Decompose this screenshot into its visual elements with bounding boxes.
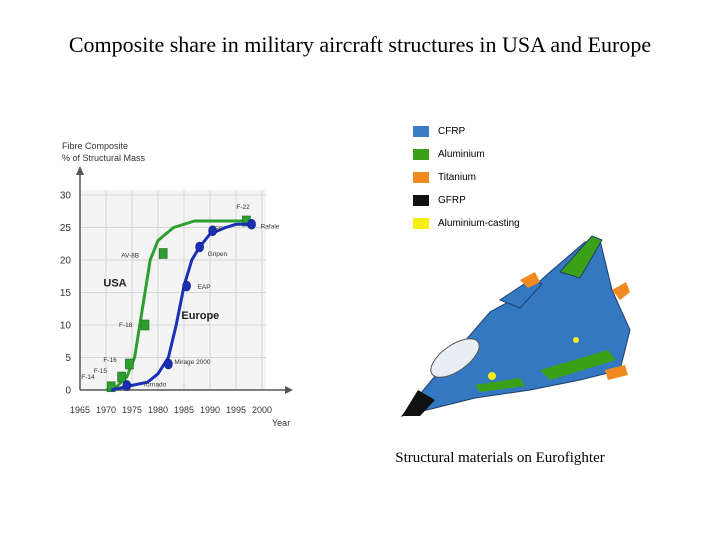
x-tick-label: 1985 [174,405,194,415]
data-point-label: Gripen [208,251,228,258]
data-point-europe [182,280,191,292]
data-point-europe [208,225,217,237]
x-tick-label: 2000 [252,405,272,415]
data-point-usa [106,381,116,393]
data-point-label: F-18 [119,322,133,329]
y-tick-label: 25 [60,223,72,234]
legend-swatch-aluminium-casting [413,218,429,229]
jet-titanium-tip-2 [605,365,628,380]
x-tick-label: 1965 [70,405,90,415]
data-point-europe [122,380,132,391]
y-tick-label: 30 [60,191,72,202]
legend-swatch-aluminium [413,149,429,160]
data-point-label: EAP [198,284,211,291]
jet-fuselage-wing [400,239,631,417]
legend-label-aluminium: Aluminium [438,149,485,160]
x-tick-label: 1970 [96,405,116,415]
data-point-label: F-22 [236,204,250,211]
y-tick-label: 0 [65,386,71,397]
legend-item-cfrp: CFRP [413,120,520,143]
y-tick-label: 5 [65,353,71,364]
y-axis-label-line2: % of Structural Mass [62,153,146,163]
data-point-label: Mirage 2000 [174,359,211,366]
data-point-label: F-15 [94,368,108,375]
data-point-label: AV-8B [121,253,139,260]
legend-item-aluminium: Aluminium [413,143,520,166]
data-point-usa [158,248,168,259]
jet-canard [498,279,543,309]
legend-label-titanium: Titanium [438,172,476,183]
legend-label-aluminium-casting: Aluminium-casting [438,218,520,229]
y-tick-label: 10 [60,321,72,332]
x-tick-label: 1990 [200,405,220,415]
data-point-label: Rafale [261,223,280,230]
data-point-europe [195,241,204,253]
jet-aluminium-panel-2 [475,378,525,392]
jet-aluminium-panel [540,350,616,380]
data-point-usa [117,371,126,383]
x-tick-label: 1980 [148,405,168,415]
legend-swatch-cfrp [413,126,429,137]
x-tick-label: 1975 [122,405,142,415]
jet-nose-radome [402,390,435,416]
legend-label-gfrp: GFRP [438,195,466,206]
legend-label-cfrp: CFRP [438,126,466,137]
y-axis-label: Fibre Composite [62,141,128,151]
jet-titanium-tip-3 [520,272,540,288]
jet-canopy [430,338,480,378]
x-axis-label: Year [272,418,290,428]
data-point-europe [247,218,256,230]
jet-titanium-tip [612,282,630,300]
legend-item-aluminium-casting: Aluminium-casting [413,212,520,235]
data-point-label: Tornado [143,381,167,388]
x-tick-label: 1995 [226,405,246,415]
region-label: Europe [181,310,219,322]
jet-casting-part [488,372,496,380]
eurofighter-illustration [400,235,631,417]
data-point-label: F-14 [81,374,95,381]
y-tick-label: 20 [60,256,72,267]
jet-casting-part-2 [573,337,579,343]
slide-title: Composite share in military aircraft str… [68,32,652,57]
data-point-usa [125,358,134,370]
materials-legend: CFRP Aluminium Titanium GFRP Aluminium-c… [413,120,520,235]
data-point-label: F-16 [103,357,117,364]
jet-tail-fin [559,235,603,279]
data-point-usa [140,319,150,331]
legend-swatch-gfrp [413,195,429,206]
figure-caption: Structural materials on Eurofighter [395,450,605,466]
data-point-label: EF [215,226,223,233]
region-label: USA [103,278,126,290]
legend-swatch-titanium [413,172,429,183]
y-tick-label: 15 [60,288,72,299]
legend-item-titanium: Titanium [413,166,520,189]
data-point-europe [164,358,173,370]
legend-item-gfrp: GFRP [413,189,520,212]
y-axis-arrow [76,166,84,175]
x-axis-arrow [285,386,293,394]
